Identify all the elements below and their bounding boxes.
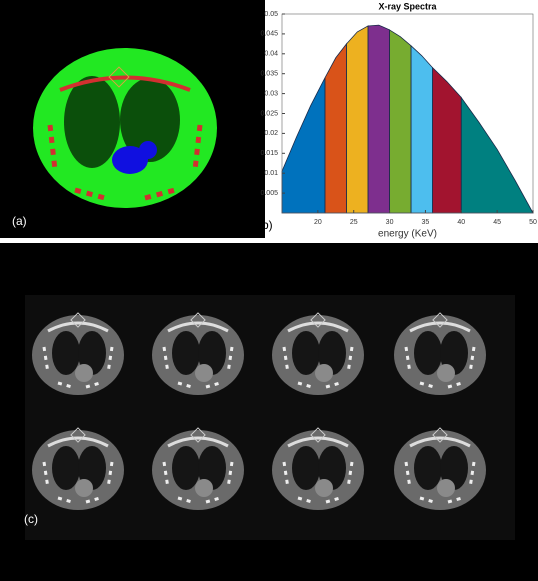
y-tick-label: 0.04 xyxy=(264,51,278,58)
area-segment xyxy=(411,46,433,213)
x-tick-label: 35 xyxy=(422,219,430,226)
y-tick-label: 0.05 xyxy=(264,11,278,18)
y-tick-label: 0.035 xyxy=(260,71,278,78)
area-segment xyxy=(390,30,412,213)
y-tick-label: 0.03 xyxy=(264,90,278,97)
phantom-segmentation xyxy=(33,48,217,208)
y-tick-label: 0.005 xyxy=(260,190,278,197)
area-segment xyxy=(282,78,325,213)
area-segment xyxy=(325,44,347,213)
x-tick-label: 25 xyxy=(350,219,358,226)
area-segment xyxy=(347,26,369,213)
x-tick-label: 50 xyxy=(529,219,537,226)
x-tick-label: 20 xyxy=(314,219,322,226)
y-tick-label: 0.01 xyxy=(264,170,278,177)
x-axis-label: energy (KeV) xyxy=(378,229,437,240)
x-tick-label: 30 xyxy=(386,219,394,226)
area-segment xyxy=(461,98,533,213)
chart-title: X-ray Spectra xyxy=(378,1,437,11)
panel-label: (a) xyxy=(12,214,27,228)
figure: (a) 0.005 0.01 0.015 0.02 0.025 0.03 0.035 0.04… xyxy=(0,0,538,581)
panel-label: (b) xyxy=(258,218,273,232)
area-segment xyxy=(368,25,390,213)
area-segment xyxy=(433,68,462,213)
page: {"panels": {"a": "(a)", "b": "(b)", "c":… xyxy=(0,0,538,581)
y-tick-label: 0.02 xyxy=(264,130,278,137)
x-tick-label: 45 xyxy=(493,219,501,226)
x-tick-label: 40 xyxy=(457,219,465,226)
y-tick-label: 0.025 xyxy=(260,110,278,117)
y-tick-label: 0.045 xyxy=(260,31,278,38)
y-tick-label: 0.015 xyxy=(260,150,278,157)
panel-label: (c) xyxy=(24,512,38,526)
chart: 0.005 0.01 0.015 0.02 0.025 0.03 0.035 0.04 0.04… xyxy=(260,1,537,239)
